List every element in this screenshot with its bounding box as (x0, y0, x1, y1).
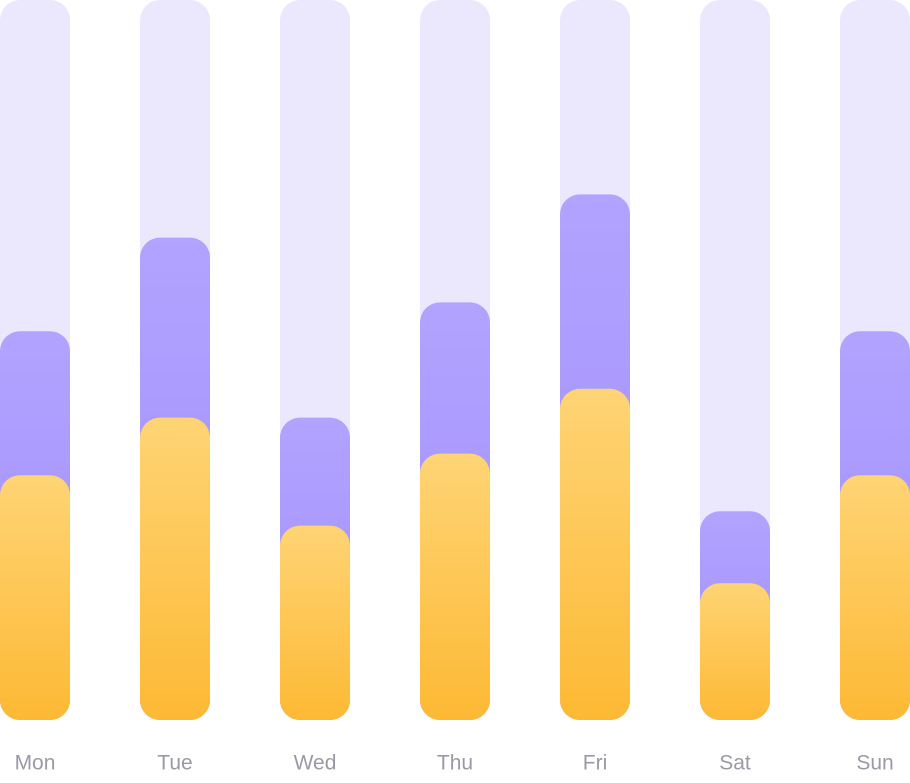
bar (840, 475, 910, 720)
x-tick-label: Fri (583, 752, 608, 775)
x-tick-label: Sat (719, 752, 751, 775)
bar (140, 417, 210, 720)
bar (0, 475, 70, 720)
bar (420, 453, 490, 720)
x-tick-label: Sun (856, 752, 893, 775)
x-tick-label: Mon (15, 752, 56, 775)
x-tick-label: Wed (294, 752, 337, 775)
x-tick-label: Thu (437, 752, 473, 775)
bar (700, 583, 770, 720)
bar (560, 388, 630, 720)
x-tick-label: Tue (157, 752, 192, 775)
bar (280, 525, 350, 720)
